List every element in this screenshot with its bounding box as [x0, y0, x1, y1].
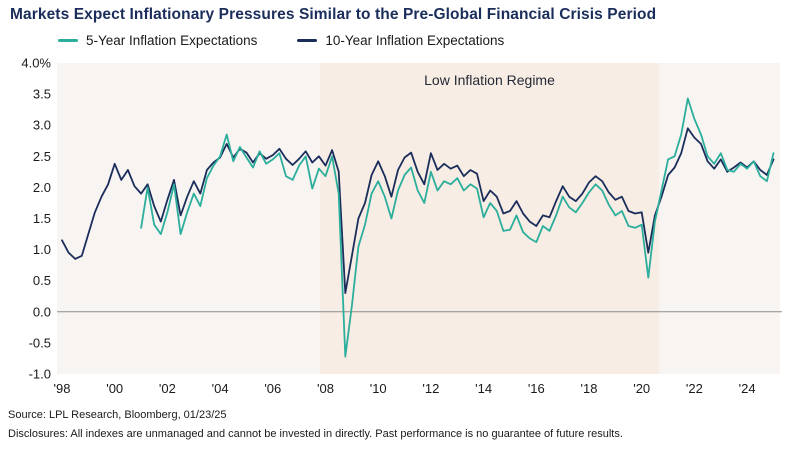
x-axis-tick-label: '14 — [475, 381, 492, 396]
x-axis-tick-label: '20 — [633, 381, 650, 396]
y-axis-tick-label: -0.5 — [29, 335, 51, 350]
y-axis-tick-label: 0.0 — [33, 304, 51, 319]
y-axis-tick-label: 2.5 — [33, 149, 51, 164]
legend-swatch-5-year-icon — [58, 39, 78, 42]
legend-item-10-year: 10-Year Inflation Expectations — [297, 33, 504, 48]
x-axis-tick-label: '18 — [581, 381, 598, 396]
x-axis-tick-label: '16 — [528, 381, 545, 396]
series-line-5-year — [140, 97, 775, 358]
x-axis-tick-label: '02 — [159, 381, 176, 396]
y-axis-tick-label: 2.0 — [33, 180, 51, 195]
x-axis-tick-label: '06 — [264, 381, 281, 396]
y-axis-tick-label: 1.0 — [33, 242, 51, 257]
x-axis-tick-label: '10 — [370, 381, 387, 396]
y-axis-tick-label: 0.5 — [33, 273, 51, 288]
legend-item-5-year: 5-Year Inflation Expectations — [58, 33, 257, 48]
source-text: Source: LPL Research, Bloomberg, 01/23/2… — [8, 409, 227, 421]
inflation-chart: Low Inflation Regime 4.0% 3.5 3.0 2.5 2.0 1.5 1… — [21, 56, 782, 396]
series-line-10-year — [61, 127, 775, 295]
legend-label-10-year: 10-Year Inflation Expectations — [325, 33, 505, 48]
chart-title: Markets Expect Inflationary Pressures Si… — [10, 6, 657, 23]
legend-swatch-10-year-icon — [297, 39, 318, 42]
x-axis-tick-label: '12 — [422, 381, 439, 396]
low-inflation-regime-label: Low Inflation Regime — [424, 72, 555, 88]
x-axis-tick-label: '98 — [54, 381, 71, 396]
x-axis-tick-label: '08 — [317, 381, 334, 396]
disclosures-text: Disclosures: All indexes are unmanaged a… — [8, 428, 623, 440]
x-axis-tick-label: '00 — [106, 381, 123, 396]
x-axis-tick-label: '22 — [686, 381, 703, 396]
y-axis-tick-label: 4.0% — [21, 56, 51, 71]
low-inflation-regime-shade — [320, 63, 659, 374]
y-axis-tick-label: 3.5 — [33, 87, 51, 102]
x-axis-tick-label: '24 — [739, 381, 756, 396]
y-axis-tick-label: -1.0 — [29, 367, 51, 382]
legend-label-5-year: 5-Year Inflation Expectations — [86, 33, 258, 48]
x-axis-tick-label: '04 — [212, 381, 229, 396]
y-axis-tick-label: 1.5 — [33, 211, 51, 226]
y-axis-tick-label: 3.0 — [33, 118, 51, 133]
footer: Source: LPL Research, Bloomberg, 01/23/2… — [8, 409, 780, 440]
legend: 5-Year Inflation Expectations 10-Year In… — [58, 33, 504, 48]
